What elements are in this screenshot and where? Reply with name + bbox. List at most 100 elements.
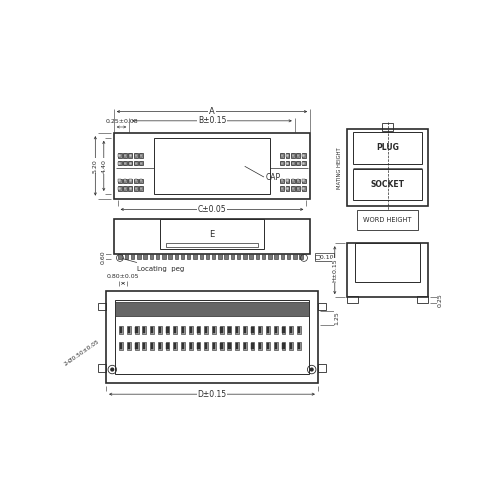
Bar bbox=[140, 180, 142, 182]
Text: 0.60: 0.60 bbox=[100, 250, 105, 264]
Bar bbox=[189, 326, 192, 334]
Bar bbox=[252, 327, 254, 334]
Bar bbox=[205, 342, 208, 349]
Bar bbox=[302, 178, 306, 183]
Bar bbox=[243, 342, 247, 349]
Bar bbox=[139, 153, 143, 158]
Text: WORD HEIGHT: WORD HEIGHT bbox=[364, 217, 412, 223]
Text: E: E bbox=[210, 230, 214, 239]
Bar bbox=[259, 342, 262, 349]
Bar bbox=[302, 161, 306, 166]
Bar bbox=[123, 153, 127, 158]
Bar bbox=[158, 327, 161, 334]
Bar bbox=[236, 327, 238, 334]
Bar bbox=[266, 342, 270, 349]
Bar bbox=[292, 187, 294, 190]
Bar bbox=[262, 254, 266, 260]
Text: 4.40: 4.40 bbox=[102, 159, 106, 173]
Bar bbox=[286, 180, 288, 182]
Bar bbox=[174, 326, 177, 334]
Bar bbox=[281, 162, 283, 164]
Bar bbox=[291, 186, 295, 191]
Bar bbox=[166, 342, 170, 349]
Bar bbox=[166, 342, 168, 349]
Bar bbox=[129, 162, 132, 164]
Bar bbox=[123, 186, 127, 191]
Bar bbox=[298, 342, 300, 349]
Text: 0.80±0.05: 0.80±0.05 bbox=[107, 274, 140, 280]
Bar bbox=[98, 364, 106, 372]
Bar bbox=[347, 130, 428, 206]
Bar bbox=[302, 187, 305, 190]
Bar bbox=[282, 342, 284, 349]
Bar bbox=[212, 326, 216, 334]
Bar bbox=[290, 327, 292, 334]
Bar bbox=[268, 254, 272, 260]
Bar bbox=[274, 254, 278, 260]
Bar bbox=[134, 187, 137, 190]
Bar bbox=[181, 326, 185, 334]
Bar bbox=[282, 342, 286, 349]
Bar bbox=[280, 178, 284, 183]
Bar bbox=[196, 326, 200, 334]
Text: 1.25: 1.25 bbox=[334, 311, 340, 325]
Bar bbox=[244, 342, 246, 349]
Bar bbox=[120, 342, 122, 349]
Bar bbox=[134, 186, 138, 191]
Bar bbox=[166, 244, 258, 247]
Bar bbox=[235, 342, 239, 349]
Bar bbox=[118, 162, 120, 164]
Bar bbox=[139, 178, 143, 183]
Bar bbox=[212, 342, 215, 349]
Bar bbox=[318, 364, 326, 372]
Bar bbox=[200, 254, 203, 260]
Bar bbox=[297, 326, 301, 334]
Bar bbox=[134, 178, 138, 183]
Bar bbox=[134, 326, 138, 334]
Bar bbox=[128, 153, 132, 158]
Bar bbox=[315, 254, 334, 261]
Bar bbox=[194, 254, 196, 260]
Bar bbox=[220, 326, 224, 334]
Bar bbox=[128, 186, 132, 191]
Bar bbox=[354, 170, 422, 200]
Bar bbox=[181, 342, 185, 349]
Bar bbox=[134, 162, 137, 164]
Bar bbox=[204, 342, 208, 349]
Text: PLUG: PLUG bbox=[376, 144, 399, 152]
Bar bbox=[118, 186, 122, 191]
Bar bbox=[124, 162, 126, 164]
Text: 2-Ø0.50±0.05: 2-Ø0.50±0.05 bbox=[63, 338, 100, 366]
Bar bbox=[296, 186, 300, 191]
Bar bbox=[280, 186, 284, 191]
Bar bbox=[302, 180, 305, 182]
Bar bbox=[123, 178, 127, 183]
Circle shape bbox=[310, 368, 313, 371]
Bar bbox=[150, 342, 154, 349]
Bar bbox=[228, 342, 230, 349]
Bar bbox=[347, 244, 428, 297]
Bar bbox=[118, 178, 122, 183]
Bar bbox=[287, 254, 290, 260]
Bar bbox=[128, 342, 130, 349]
Bar bbox=[134, 180, 137, 182]
Bar bbox=[296, 153, 300, 158]
Bar bbox=[142, 326, 146, 334]
Bar bbox=[136, 342, 138, 349]
Text: Locating  peg: Locating peg bbox=[122, 258, 184, 272]
Bar bbox=[127, 326, 131, 334]
Bar bbox=[258, 342, 262, 349]
Bar bbox=[250, 342, 254, 349]
Bar bbox=[127, 342, 131, 349]
Bar bbox=[118, 154, 120, 157]
Bar bbox=[347, 296, 358, 302]
Bar bbox=[129, 154, 132, 157]
Bar bbox=[134, 161, 138, 166]
Bar bbox=[140, 187, 142, 190]
Text: MATING HEIGHT: MATING HEIGHT bbox=[337, 147, 342, 188]
Bar bbox=[281, 187, 283, 190]
Bar bbox=[150, 326, 154, 334]
Bar bbox=[128, 178, 132, 183]
Bar bbox=[181, 254, 184, 260]
Bar bbox=[250, 254, 253, 260]
